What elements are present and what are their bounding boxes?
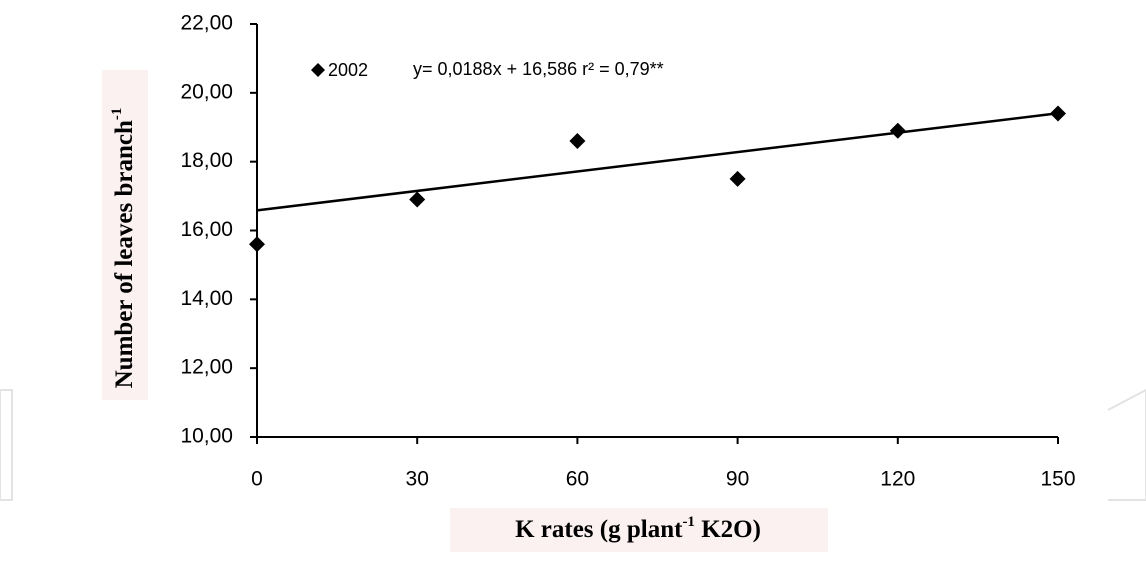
x-tick-label: 30 [406, 468, 429, 491]
y-tick-label: 14,00 [180, 287, 233, 310]
label-backdrop [450, 508, 828, 552]
y-tick-label: 20,00 [180, 80, 233, 103]
trend-line [256, 112, 1059, 212]
x-tick-label: 60 [566, 468, 589, 491]
y-tick-label: 16,00 [180, 218, 233, 241]
annotation: y= 0,0188x + 16,586 r² = 0,79** [413, 59, 664, 79]
y-tick-label: 12,00 [180, 356, 233, 379]
y-tick-label: 22,00 [180, 12, 233, 35]
data-point [569, 133, 586, 150]
y-axis-title-sup: -1 [109, 108, 125, 121]
y-tick-label: 10,00 [180, 425, 233, 448]
data-point [409, 191, 426, 208]
x-axis-title-sup: -1 [682, 514, 695, 530]
x-axis-title: K rates (g plant-1 K2O) [515, 514, 761, 542]
data-point [249, 236, 265, 253]
x-tick-label: 0 [251, 468, 263, 491]
data-point [729, 170, 746, 187]
label-backdrop [102, 70, 148, 400]
x-axis-title-part: K rates (g plant [515, 516, 683, 543]
x-tick-label: 150 [1040, 468, 1075, 491]
x-tick-label: 120 [880, 468, 915, 491]
y-tick-label: 18,00 [180, 149, 233, 172]
legend-marker [311, 63, 325, 77]
y-axis-title-part: Number of leaves branch [111, 120, 138, 388]
x-tick-label: 90 [726, 468, 749, 491]
decoration [0, 388, 1146, 501]
x-axis-title-part: K2O) [695, 516, 761, 543]
data-point [889, 122, 906, 139]
legend-label: 2002 [328, 60, 368, 80]
y-axis-title: Number of leaves branch-1 [109, 108, 137, 389]
data-point [1050, 105, 1066, 122]
